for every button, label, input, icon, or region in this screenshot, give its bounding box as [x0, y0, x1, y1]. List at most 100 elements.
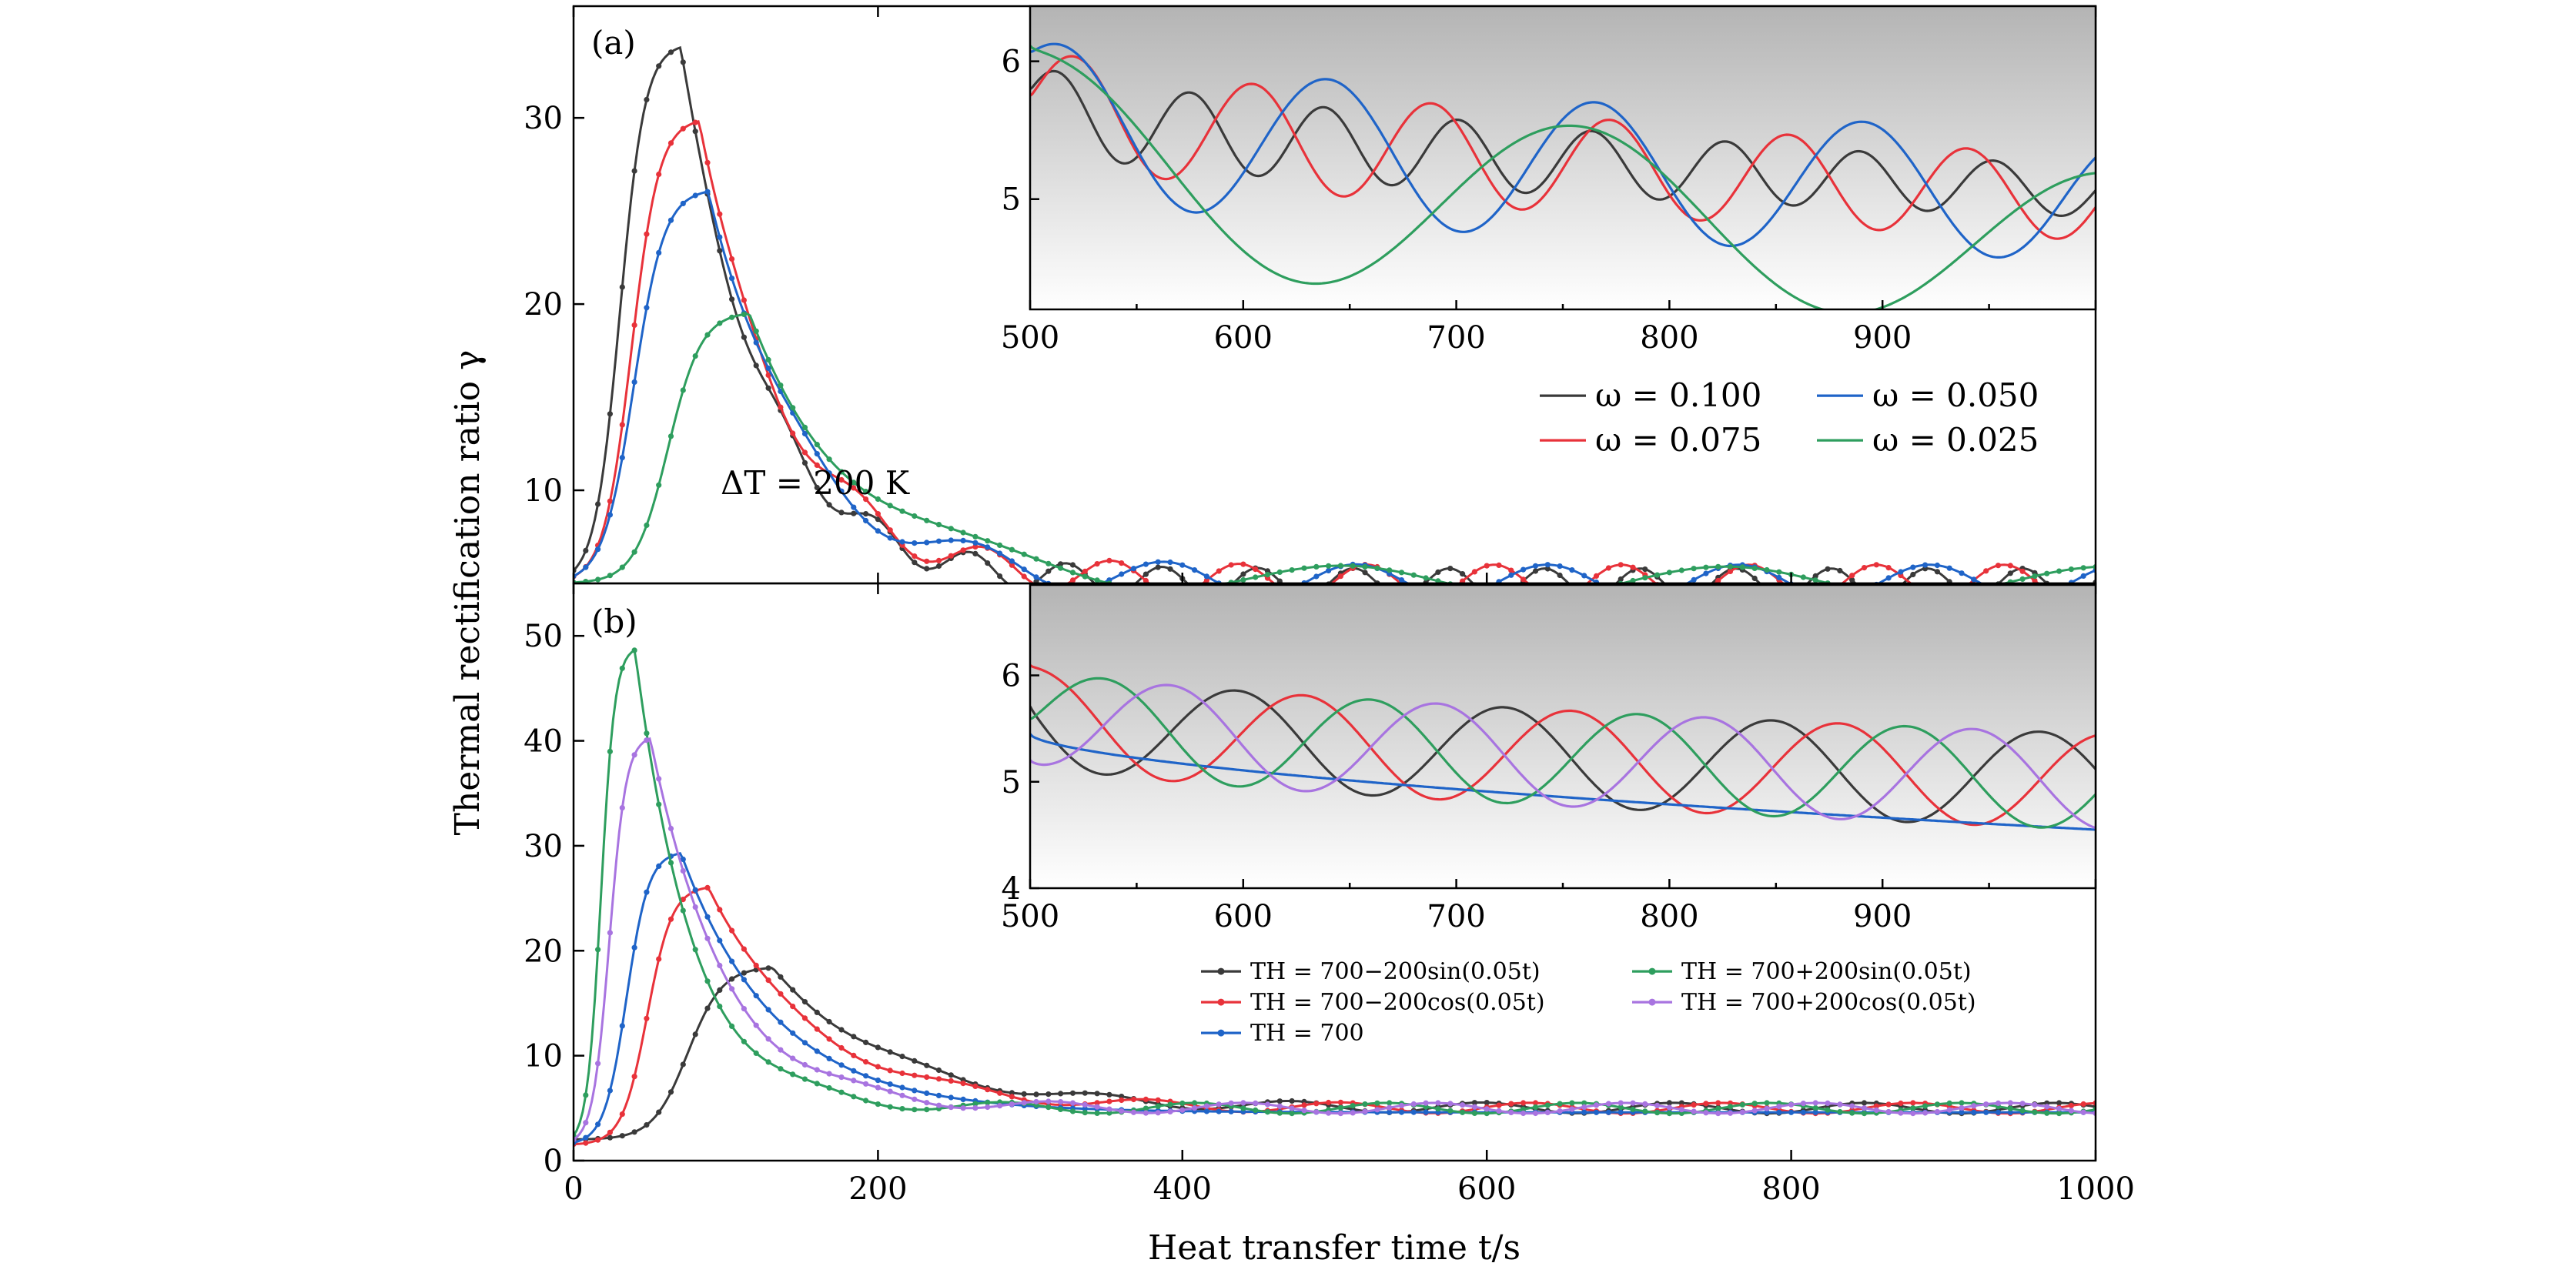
panel-b-point-4 [838, 1074, 845, 1081]
panel-b-point-2 [1423, 1109, 1429, 1115]
panel-b-point-3 [717, 1004, 723, 1010]
panel-a-point-1 [863, 496, 869, 503]
panel-a-point-1 [1142, 577, 1149, 583]
panel-a-point-1 [1069, 577, 1076, 583]
panel-b-point-3 [1289, 1111, 1295, 1117]
panel-a-point-2 [680, 200, 686, 206]
panel-a-point-0 [1142, 571, 1149, 577]
panel-a-point-0 [583, 547, 589, 554]
panel-b-point-3 [680, 907, 686, 914]
panel-b-point-4 [912, 1096, 918, 1102]
panel-b-point-1 [583, 1140, 589, 1146]
panel-b-point-2 [960, 1096, 966, 1102]
panel-b-point-1 [717, 907, 723, 913]
panel-b-point-0 [607, 1134, 614, 1141]
panel-b-inset-xtick-label: 600 [1214, 899, 1273, 934]
panel-a-inset-xtick-label: 700 [1427, 320, 1485, 356]
panel-a-point-0 [997, 573, 1003, 580]
panel-b-point-1 [1119, 1097, 1125, 1104]
panel-a-point-3 [583, 579, 589, 583]
panel-b-point-3 [1387, 1100, 1393, 1106]
x-axis-title: Heat transfer time t/s [1148, 1228, 1521, 1268]
panel-a-point-1 [1009, 562, 1015, 568]
panel-b-point-3 [899, 1106, 905, 1112]
panel-b-point-3 [1069, 1108, 1076, 1114]
panel-a-point-1 [1593, 573, 1600, 580]
panel-a-point-1 [887, 527, 893, 533]
panel-a-point-3 [1253, 574, 1259, 580]
panel-b-point-4 [1557, 1108, 1563, 1114]
panel-b-point-0 [838, 1027, 845, 1033]
panel-b-point-1 [1496, 1102, 1502, 1108]
panel-b-point-3 [814, 1081, 820, 1087]
panel-a-point-1 [790, 430, 796, 436]
panel-a-point-2 [1155, 559, 1161, 565]
panel-a-point-2 [765, 365, 771, 372]
panel-a-point-3 [1301, 565, 1307, 571]
panel-b-point-2 [924, 1090, 930, 1096]
panel-b-point-1 [1130, 1096, 1137, 1103]
panel-b-point-1 [972, 1083, 979, 1089]
panel-a-point-1 [1983, 568, 1989, 574]
panel-b-point-4 [1885, 1109, 1892, 1115]
panel-a-point-2 [656, 249, 662, 256]
panel-b-point-4 [1739, 1109, 1745, 1115]
panel-a-point-0 [1276, 578, 1283, 583]
panel-a-point-0 [924, 566, 930, 572]
panel-a-point-2 [1557, 563, 1563, 570]
panel-b-point-4 [717, 962, 723, 969]
panel-b-point-1 [1508, 1101, 1514, 1107]
panel-b-legend-marker [1217, 967, 1225, 975]
panel-b-point-3 [1654, 1110, 1661, 1116]
panel-a-point-0 [1069, 562, 1076, 568]
panel-b-point-3 [1642, 1108, 1648, 1114]
panel-a-inset: 5 6 500 600 700 800 900 [1001, 5, 2097, 356]
panel-a-point-3 [667, 433, 674, 439]
panel-b-point-4 [1484, 1106, 1490, 1112]
panel-b-inset-line-2 [1030, 733, 2096, 831]
panel-a-point-2 [838, 488, 845, 494]
panel-a-point-3 [863, 489, 869, 495]
panel-a-point-0 [863, 511, 869, 517]
panel-b-point-4 [1934, 1108, 1940, 1115]
panel-a-point-0 [619, 284, 625, 290]
panel-b-point-1 [863, 1059, 869, 1065]
panel-b-point-4 [1069, 1100, 1076, 1106]
panel-a-point-3 [1776, 569, 1782, 575]
panel-b-point-4 [1678, 1107, 1684, 1113]
panel-b-point-1 [1142, 1096, 1149, 1102]
panel-a-point-3 [1240, 576, 1246, 583]
panel-b-point-3 [1861, 1111, 1868, 1117]
panel-b-point-3 [2019, 1108, 2026, 1114]
panel-b-point-3 [631, 647, 637, 653]
panel-b-point-3 [619, 665, 625, 671]
panel-b-xtick-label: 0 [564, 1171, 583, 1207]
panel-a-point-1 [2007, 563, 2013, 569]
panel-a-point-0 [1435, 569, 1441, 576]
panel-b-point-1 [960, 1081, 966, 1087]
panel-a-series-markers-2 [574, 189, 2096, 583]
panel-b-point-4 [1142, 1110, 1149, 1116]
panel-b-xtick-label: 1000 [2056, 1171, 2135, 1207]
panel-a-point-2 [972, 540, 979, 546]
panel-a-inset-ytick-label: 5 [1002, 182, 1021, 218]
panel-b-point-2 [765, 1007, 771, 1013]
panel-b-point-4 [1873, 1107, 1879, 1113]
panel-b-legend-marker [1217, 1029, 1225, 1037]
panel-b-point-3 [1581, 1100, 1587, 1106]
panel-a-point-0 [1058, 561, 1064, 567]
panel-b-point-3 [1460, 1109, 1466, 1115]
panel-a-point-3 [2080, 565, 2086, 571]
panel-b-point-1 [887, 1068, 893, 1074]
panel-b-point-4 [1021, 1100, 1027, 1106]
panel-a-point-0 [912, 560, 918, 566]
panel-b-point-4 [667, 825, 674, 832]
panel-b-point-4 [1642, 1101, 1648, 1107]
panel-b-ytick-label: 10 [524, 1039, 563, 1074]
panel-a-point-0 [607, 411, 614, 417]
panel-b-point-4 [1155, 1110, 1161, 1116]
panel-b-point-4 [1593, 1102, 1600, 1108]
panel-b-point-4 [1423, 1100, 1429, 1106]
panel-b-point-4 [778, 1047, 784, 1053]
